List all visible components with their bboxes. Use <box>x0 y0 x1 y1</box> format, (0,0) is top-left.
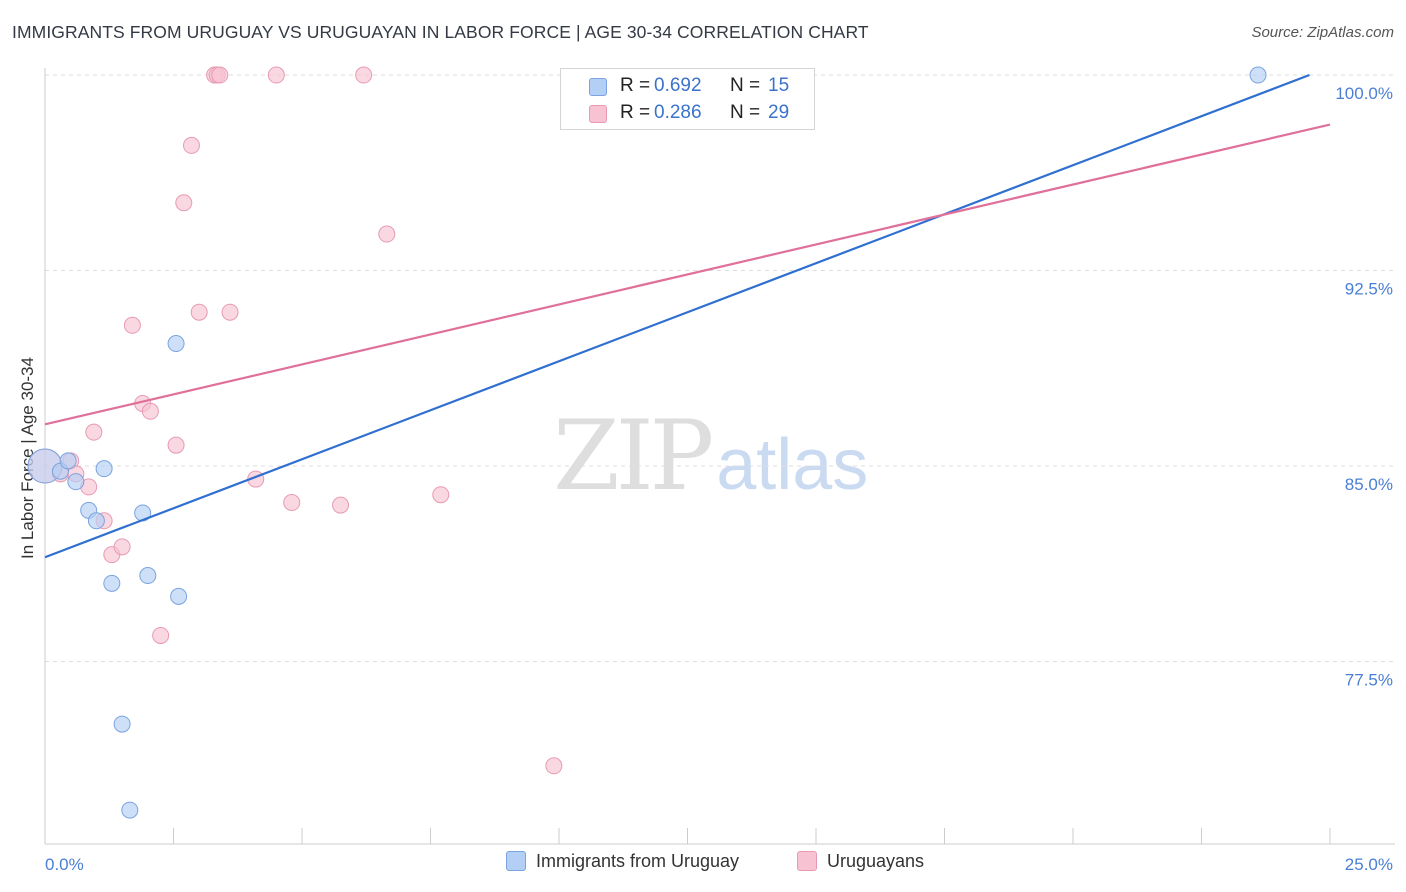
uruguayans-point <box>332 496 350 514</box>
trend-line-uruguay <box>44 74 1310 559</box>
legend-swatch-blue <box>589 78 607 96</box>
x-tick-label-max: 25.0% <box>1345 855 1393 874</box>
watermark-zip: ZIP <box>553 400 714 512</box>
legend-swatch-pink <box>589 105 607 123</box>
uruguay-point <box>170 587 188 605</box>
tick-labels: 77.5% 85.0% 92.5% 100.0% 0.0% 25.0% <box>45 84 1393 874</box>
y-tick-label: 85.0% <box>1345 475 1393 494</box>
uruguayans-point <box>85 423 103 441</box>
legend-swatch-pink <box>797 851 817 871</box>
legend-r-label: R = <box>620 75 651 96</box>
uruguayans-point <box>167 436 185 454</box>
grid-lines <box>45 74 1395 663</box>
y-tick-label: 77.5% <box>1345 671 1393 690</box>
uruguay-point <box>121 801 139 819</box>
uruguay-point <box>113 715 131 733</box>
uruguayans-point <box>432 486 450 504</box>
uruguay-point <box>95 460 113 478</box>
series-uruguay-points <box>27 66 1267 819</box>
y-tick-label: 100.0% <box>1335 84 1393 103</box>
uruguay-point <box>87 512 105 530</box>
legend-item-uruguayans: Uruguayans <box>797 851 924 872</box>
uruguayans-point <box>221 303 239 321</box>
uruguay-point <box>167 335 185 353</box>
legend-label-uruguayans: Uruguayans <box>827 851 925 871</box>
uruguayans-point <box>141 402 159 420</box>
x-tick-label-min: 0.0% <box>45 855 84 874</box>
uruguayans-point <box>211 66 229 84</box>
uruguay-point <box>59 452 77 470</box>
legend-n-value: 29 <box>768 102 790 123</box>
legend-n-value: 15 <box>768 75 790 96</box>
uruguay-point <box>1249 66 1267 84</box>
uruguay-point <box>139 567 157 585</box>
legend-n-label: N = <box>730 102 761 123</box>
watermark: ZIPatlas <box>553 400 868 512</box>
uruguayans-point <box>123 316 141 334</box>
uruguayans-point <box>190 303 208 321</box>
legend-item-uruguay: Immigrants from Uruguay <box>506 851 739 872</box>
y-tick-label: 92.5% <box>1345 280 1393 299</box>
uruguayans-point <box>152 626 170 644</box>
uruguayans-point <box>175 194 193 212</box>
uruguayans-point <box>267 66 285 84</box>
uruguayans-point <box>545 757 563 775</box>
legend-label-uruguay: Immigrants from Uruguay <box>536 851 740 871</box>
uruguay-point <box>67 473 85 491</box>
chart-title: IMMIGRANTS FROM URUGUAY VS URUGUAYAN IN … <box>12 22 869 42</box>
uruguayans-point <box>378 225 396 243</box>
axes <box>44 68 1395 845</box>
trend-lines <box>44 74 1331 559</box>
watermark-atlas: atlas <box>716 425 869 505</box>
correlation-legend: R = 0.692 N = 15 R = 0.286 N = 29 <box>560 68 815 130</box>
uruguayans-point <box>113 538 131 556</box>
legend-r-value: 0.286 <box>654 102 702 123</box>
trend-line-uruguayans <box>44 123 1331 426</box>
legend-n-label: N = <box>730 75 761 96</box>
chart-source: Source: ZipAtlas.com <box>1251 24 1394 41</box>
uruguayans-point <box>283 494 301 512</box>
uruguayans-point <box>182 136 200 154</box>
legend-r-label: R = <box>620 102 651 123</box>
uruguay-point <box>103 574 121 592</box>
legend-swatch-blue <box>506 851 526 871</box>
uruguayans-point <box>355 66 373 84</box>
legend-r-value: 0.692 <box>654 75 702 96</box>
series-uruguayans-points <box>27 66 563 775</box>
